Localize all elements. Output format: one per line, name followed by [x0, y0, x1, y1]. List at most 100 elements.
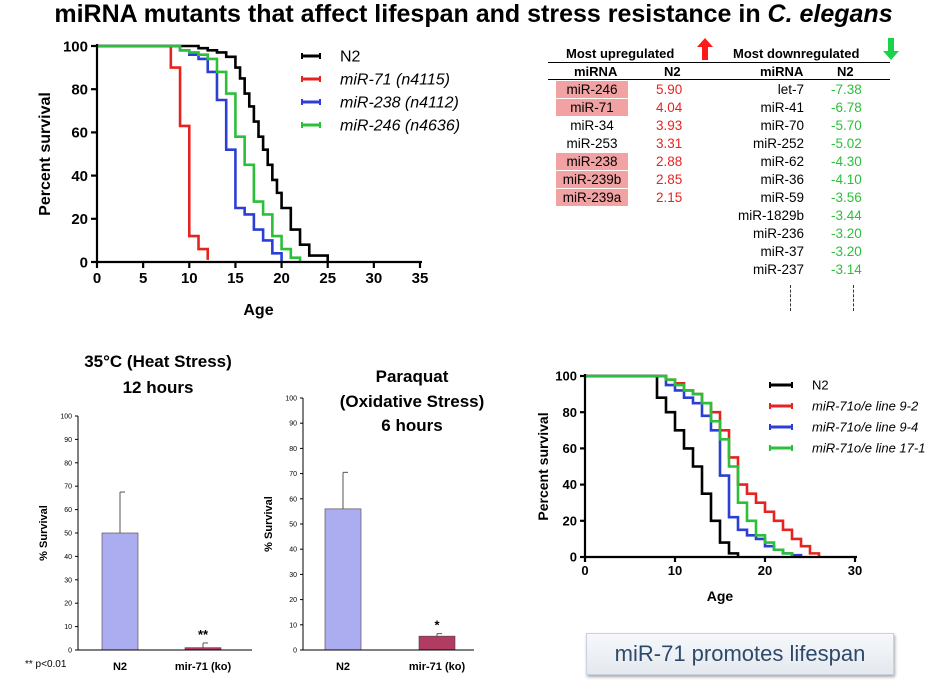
- significance-marker: *: [434, 618, 440, 633]
- down-mirna-value: -3.20: [831, 226, 862, 241]
- x-tick-label: 10: [181, 270, 198, 287]
- x-tick-label: 20: [273, 270, 290, 287]
- col-n2-up: N2: [664, 64, 681, 79]
- bar-chart-title: Paraquat: [376, 367, 449, 386]
- y-tick-label: 60: [563, 441, 577, 456]
- x-tick-label: 15: [227, 270, 244, 287]
- up-mirna-value: 3.31: [656, 136, 683, 151]
- y-tick-label: 100: [63, 38, 88, 55]
- bar-chart-title: 6 hours: [381, 416, 442, 435]
- down-mirna-value: -5.02: [831, 136, 862, 151]
- y-tick-label: 60: [71, 125, 88, 142]
- legend-label: N2: [340, 49, 361, 66]
- y-tick-label: 100: [285, 396, 297, 403]
- down-mirna-name: miR-237: [752, 262, 804, 277]
- y-tick-label: 80: [563, 405, 577, 420]
- bar-chart-title: 35°C (Heat Stress): [84, 352, 232, 371]
- y-tick-label: 70: [289, 471, 297, 478]
- legend-label: miR-71o/e line 17-1: [812, 441, 925, 456]
- x-tick-label: 20: [758, 563, 772, 578]
- survival-curve-a-3: [97, 44, 302, 262]
- footnote: ** p<0.01: [25, 659, 67, 670]
- up-mirna-value: 2.88: [656, 154, 683, 169]
- y-tick-label: 20: [71, 211, 88, 228]
- y-tick-label: 0: [68, 648, 72, 655]
- y-tick-label: 100: [555, 369, 577, 384]
- down-mirna-name: let-7: [777, 82, 804, 97]
- col-n2-down: N2: [837, 64, 854, 79]
- col-mirna-down: miRNA: [760, 64, 804, 79]
- caption-badge: miR-71 promotes lifespan: [586, 633, 894, 675]
- x-tick-label: 30: [848, 563, 862, 578]
- x-tick-label: 30: [366, 270, 383, 287]
- x-tick-label: 10: [668, 563, 682, 578]
- bar-chart-title: (Oxidative Stress): [340, 392, 485, 411]
- up-mirna-value: 5.90: [656, 82, 683, 97]
- bar: [418, 635, 456, 651]
- category-label: mir-71 (ko): [175, 661, 232, 673]
- down-mirna-value: -4.10: [831, 172, 862, 187]
- down-mirna-name: miR-1829b: [737, 208, 804, 223]
- down-mirna-name: miR-70: [760, 118, 804, 133]
- down-header: Most downregulated: [733, 46, 860, 61]
- up-mirna-name: miR-239b: [556, 171, 628, 188]
- bar: [101, 532, 139, 651]
- y-tick-label: 30: [64, 577, 72, 584]
- survival-curve-b-0: [585, 374, 740, 557]
- y-tick-label: 90: [289, 421, 297, 428]
- legend-label: miR-71 (n4115): [340, 72, 450, 89]
- y-tick-label: 40: [563, 477, 577, 492]
- up-mirna-name: miR-71: [556, 99, 628, 116]
- down-mirna-name: miR-62: [760, 154, 804, 169]
- y-tick-label: 80: [64, 460, 72, 467]
- y-tick-label: 50: [289, 522, 297, 529]
- bar: [324, 508, 362, 651]
- down-mirna-value: -4.30: [831, 154, 862, 169]
- y-tick-label: 10: [289, 622, 297, 629]
- x-tick-label: 35: [412, 270, 429, 287]
- down-mirna-value: -6.78: [831, 100, 862, 115]
- x-tick-label: 5: [139, 270, 147, 287]
- down-mirna-value: -3.44: [831, 208, 862, 223]
- down-mirna-value: -3.56: [831, 190, 862, 205]
- caption-text: miR-71 promotes lifespan: [614, 641, 866, 666]
- significance-marker: **: [198, 627, 209, 642]
- x-axis-label: Age: [707, 588, 734, 604]
- survival-curve-b-3: [585, 374, 794, 557]
- y-tick-label: 0: [570, 550, 577, 565]
- down-mirna-name: miR-37: [760, 244, 804, 259]
- category-label: N2: [113, 661, 127, 673]
- down-mirna-name: miR-36: [760, 172, 804, 187]
- y-axis-label: Percent survival: [535, 412, 551, 520]
- y-axis-label: % Survival: [38, 505, 50, 561]
- y-tick-label: 40: [64, 554, 72, 561]
- y-tick-label: 20: [289, 597, 297, 604]
- up-mirna-value: 4.04: [656, 100, 683, 115]
- x-tick-label: 0: [93, 270, 101, 287]
- up-arrow-icon: [697, 38, 713, 60]
- y-tick-label: 60: [64, 507, 72, 514]
- down-mirna-value: -3.14: [831, 262, 862, 277]
- y-tick-label: 0: [80, 254, 88, 271]
- y-tick-label: 20: [64, 601, 72, 608]
- legend-label-allele: (n4636): [405, 118, 460, 135]
- legend-label: miR-71o/e line 9-2: [812, 399, 919, 414]
- down-arrow-icon: [883, 38, 899, 60]
- y-tick-label: 20: [563, 513, 577, 528]
- y-tick-label: 50: [64, 531, 72, 538]
- x-axis-label: Age: [243, 302, 273, 319]
- legend-label: N2: [812, 378, 829, 393]
- y-tick-label: 80: [289, 446, 297, 453]
- up-mirna-name: miR-253: [566, 136, 618, 151]
- up-header: Most upregulated: [566, 46, 675, 61]
- page-title: miRNA mutants that affect lifespan and s…: [54, 0, 893, 28]
- x-tick-label: 25: [319, 270, 336, 287]
- y-tick-label: 60: [289, 496, 297, 503]
- legend-label-allele: (n4112): [405, 95, 459, 112]
- legend-label: miR-246 (n4636): [340, 118, 460, 135]
- category-label: N2: [336, 661, 350, 673]
- x-tick-label: 0: [581, 563, 588, 578]
- y-tick-label: 30: [289, 572, 297, 579]
- y-tick-label: 10: [64, 624, 72, 631]
